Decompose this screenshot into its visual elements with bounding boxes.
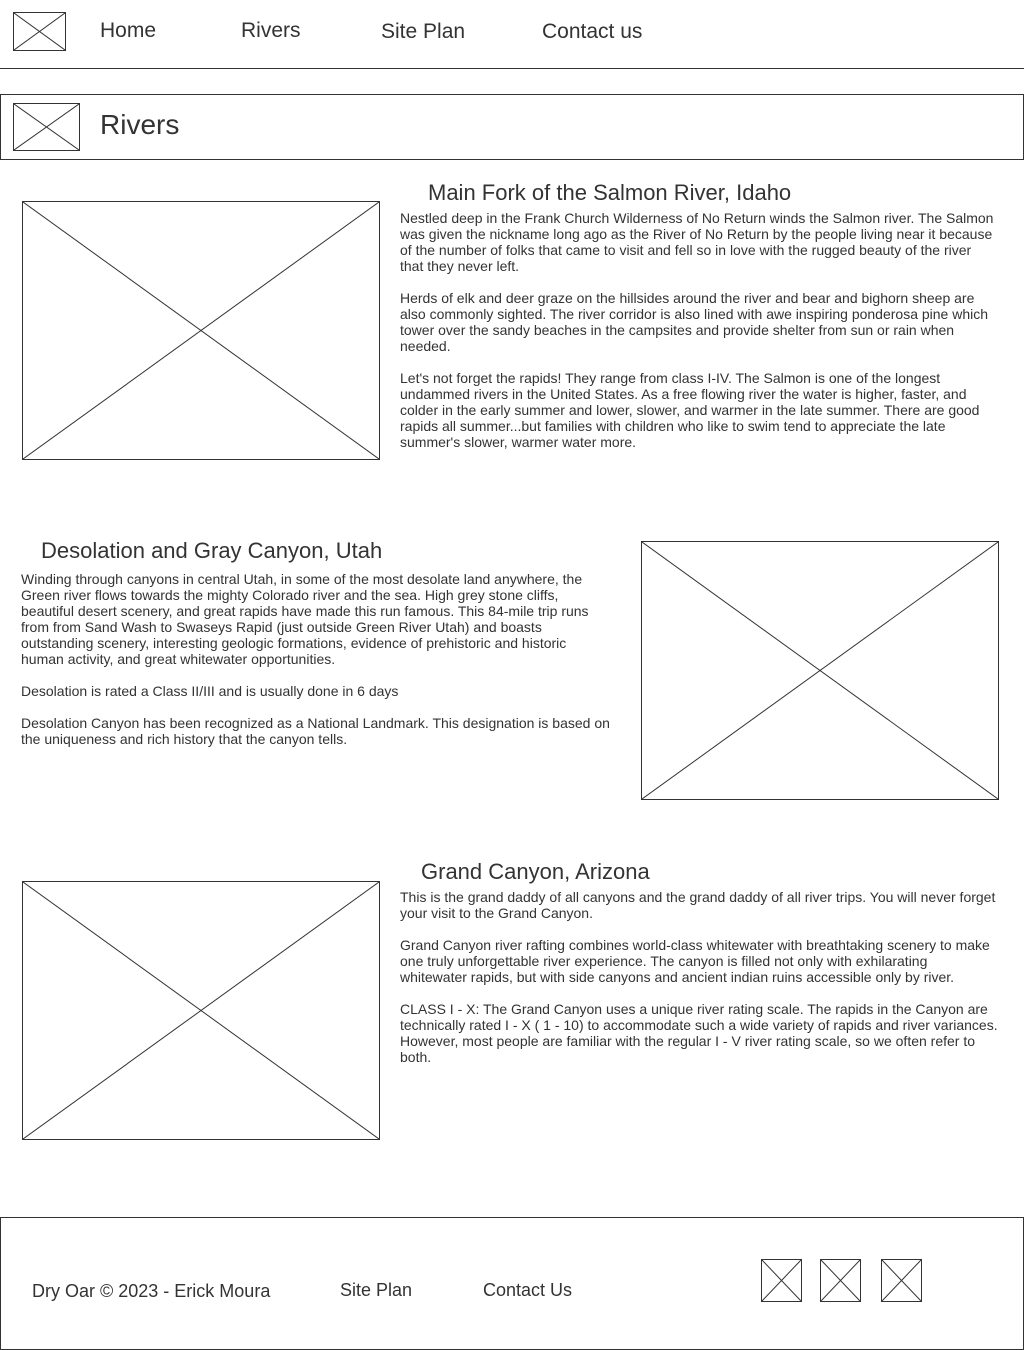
grand-canyon-title: Grand Canyon, Arizona [421, 859, 650, 884]
desolation-canyon-paragraph: Winding through canyons in central Utah,… [21, 571, 589, 667]
social-icon-placeholder[interactable] [881, 1259, 922, 1302]
desolation-canyon-paragraph: Desolation is rated a Class II/III and i… [21, 683, 399, 699]
salmon-river-title: Main Fork of the Salmon River, Idaho [428, 180, 792, 205]
desolation-canyon-paragraph: Desolation Canyon has been recognized as… [21, 715, 610, 747]
grand-canyon-image-placeholder [22, 881, 380, 1140]
page-title: Rivers [100, 109, 180, 140]
salmon-river-description: Nestled deep in the Frank Church Wildern… [400, 210, 998, 466]
salmon-river-paragraph: Herds of elk and deer graze on the hills… [400, 290, 989, 354]
salmon-river-image-placeholder [22, 201, 380, 460]
grand-canyon-paragraph: Grand Canyon river rafting combines worl… [400, 937, 990, 985]
grand-canyon-paragraph: This is the grand daddy of all canyons a… [400, 889, 996, 921]
header-divider [0, 68, 1024, 69]
nav-link-rivers[interactable]: Rivers [241, 19, 301, 42]
logo-placeholder[interactable] [13, 12, 66, 51]
social-icon-placeholder[interactable] [820, 1259, 861, 1302]
desolation-canyon-image-placeholder [641, 541, 999, 800]
nav-link-site-plan[interactable]: Site Plan [381, 20, 466, 43]
grand-canyon-description: This is the grand daddy of all canyons a… [400, 889, 998, 1081]
desolation-canyon-description: Winding through canyons in central Utah,… [21, 571, 611, 763]
social-icon-placeholder[interactable] [761, 1259, 802, 1302]
nav-link-home[interactable]: Home [100, 19, 157, 42]
banner-image-placeholder [13, 103, 80, 151]
salmon-river-paragraph: Nestled deep in the Frank Church Wildern… [400, 210, 994, 274]
salmon-river-paragraph: Let's not forget the rapids! They range … [400, 370, 980, 450]
footer-copyright: Dry Oar © 2023 - Erick Moura [32, 1281, 271, 1301]
footer-link-contact-us[interactable]: Contact Us [483, 1280, 573, 1300]
desolation-canyon-title: Desolation and Gray Canyon, Utah [41, 538, 383, 563]
nav-link-contact-us[interactable]: Contact us [542, 20, 643, 43]
grand-canyon-paragraph: CLASS I - X: The Grand Canyon uses a uni… [400, 1001, 998, 1065]
footer-link-site-plan[interactable]: Site Plan [340, 1280, 413, 1300]
